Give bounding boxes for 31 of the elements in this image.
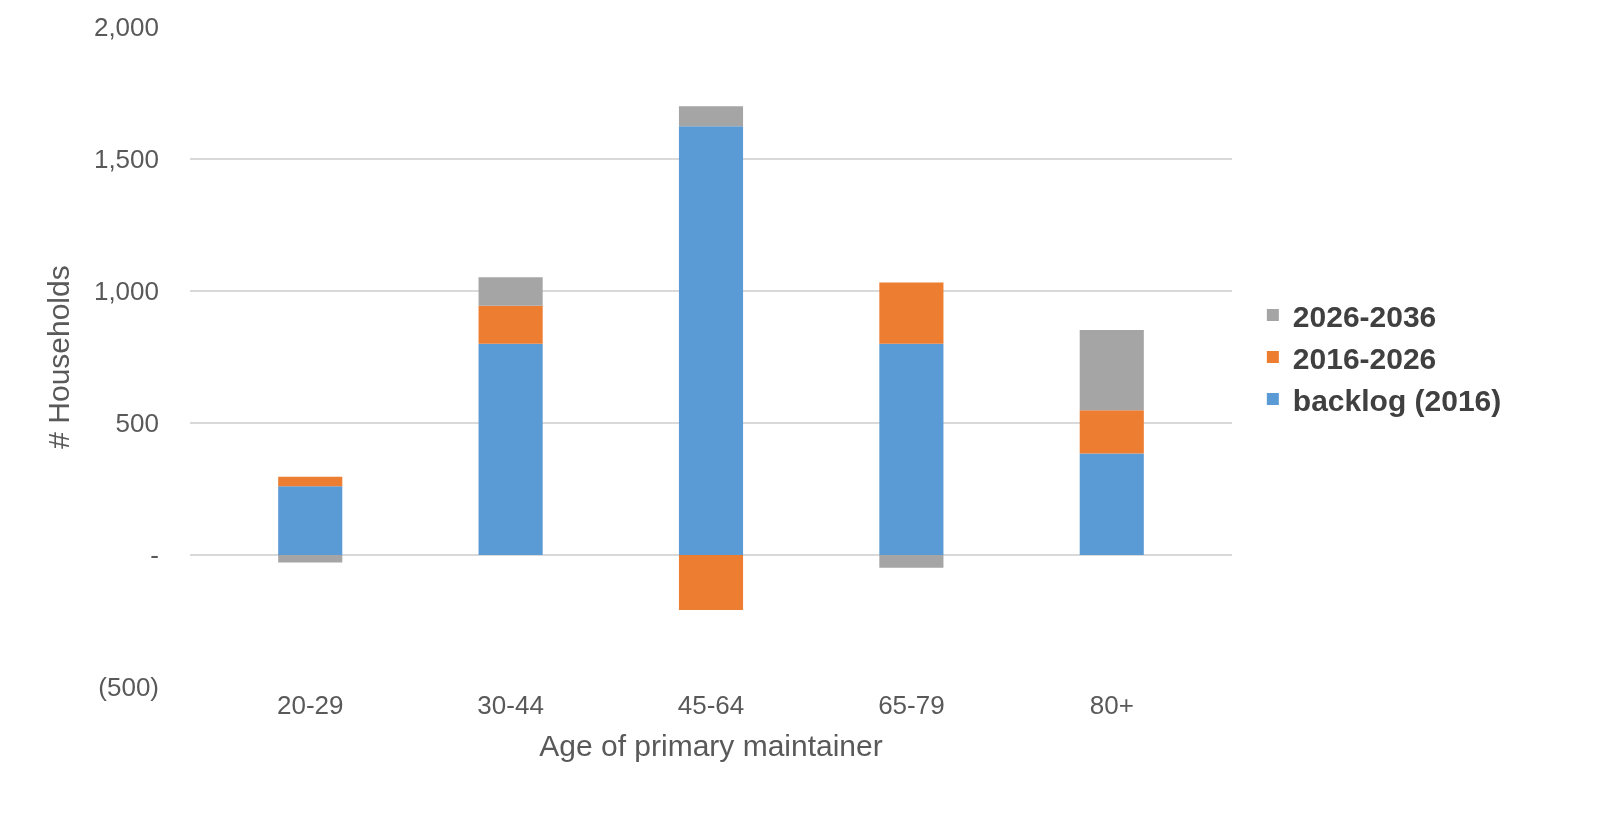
bar [879,282,944,344]
bar [1079,453,1144,555]
x-tick-label: 45-64 [677,690,745,720]
y-tick-label: 1,000 [93,276,159,307]
bar [478,343,543,555]
bar [278,486,343,555]
y-tick-label: - [150,540,159,571]
y-axis-title: # Households [41,265,75,449]
bar [879,343,944,555]
bar [278,476,343,487]
x-axis-title: Age of primary maintainer [539,728,883,762]
bar [1079,410,1144,454]
bar [678,555,744,610]
legend-label: backlog (2016) [1292,383,1502,417]
x-tick-label: 30-44 [477,690,544,720]
y-tick-label: 2,000 [93,12,159,43]
legend-label: 2016-2026 [1292,341,1437,375]
bar [678,106,744,127]
y-tick-label: 500 [115,408,159,439]
legend-label: 2026-2036 [1292,299,1437,333]
y-tick-label: (500) [98,672,159,703]
x-tick-label: 65-79 [878,690,945,720]
bar [879,555,944,568]
y-tick-label: 1,500 [93,144,159,175]
bar [478,305,543,344]
x-tick-label: 80+ [1089,690,1134,720]
bar [1079,330,1144,411]
bar [478,277,543,306]
x-tick-label: 20-29 [276,690,344,720]
bar [678,126,744,555]
bar [278,555,343,563]
